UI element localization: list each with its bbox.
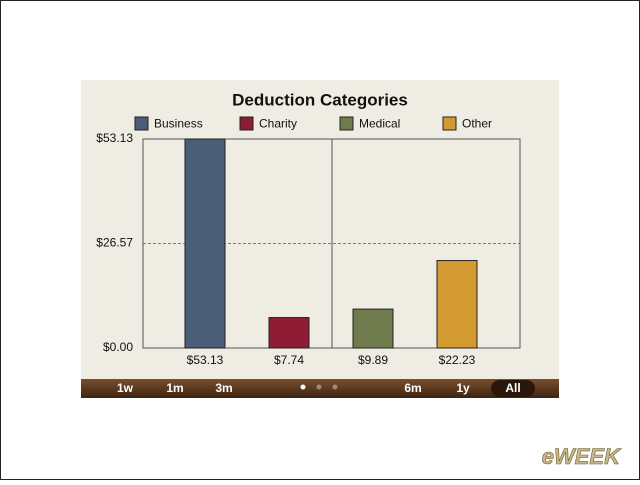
legend-label: Other xyxy=(462,117,492,131)
value-label: $22.23 xyxy=(439,353,476,367)
range-button[interactable]: 1w xyxy=(117,381,134,395)
selected-pill xyxy=(491,380,535,397)
value-label: $9.89 xyxy=(358,353,388,367)
legend-label: Business xyxy=(154,117,203,131)
range-button[interactable]: All xyxy=(505,381,520,395)
y-tick-label: $53.13 xyxy=(96,131,133,145)
legend-swatch xyxy=(134,116,149,131)
y-tick-label: $0.00 xyxy=(103,340,133,354)
y-tick-label: $26.57 xyxy=(96,236,133,250)
range-button[interactable]: 1m xyxy=(166,381,183,395)
value-label: $7.74 xyxy=(274,353,304,367)
legend-swatch xyxy=(442,116,457,131)
legend-swatch xyxy=(339,116,354,131)
page-dot xyxy=(332,384,338,390)
bar xyxy=(436,260,478,349)
legend-label: Medical xyxy=(359,117,400,131)
chart-panel xyxy=(81,80,559,398)
page-dot xyxy=(300,384,306,390)
legend-swatch xyxy=(239,116,254,131)
bar xyxy=(352,308,394,349)
range-button[interactable]: 1y xyxy=(456,381,470,395)
chart-title: Deduction Categories xyxy=(232,90,408,109)
legend-label: Charity xyxy=(259,117,297,131)
range-button[interactable]: 3m xyxy=(215,381,232,395)
watermark: eWEEK xyxy=(542,444,622,469)
page-dot xyxy=(316,384,322,390)
bar xyxy=(184,138,226,349)
range-button[interactable]: 6m xyxy=(404,381,421,395)
value-label: $53.13 xyxy=(187,353,224,367)
bar xyxy=(268,317,310,349)
